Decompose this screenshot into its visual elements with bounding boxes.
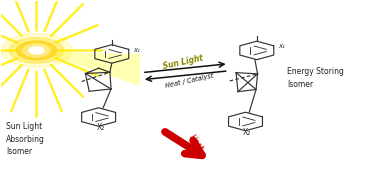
Circle shape	[9, 38, 64, 63]
Text: Energy Storing
Isomer: Energy Storing Isomer	[287, 67, 344, 89]
Text: X₂: X₂	[96, 123, 105, 132]
Text: Heat: Heat	[187, 132, 206, 152]
Circle shape	[23, 44, 50, 57]
Polygon shape	[40, 52, 140, 86]
Text: Heat / Catalyst: Heat / Catalyst	[164, 72, 214, 89]
Text: Sun Light: Sun Light	[163, 54, 204, 71]
Text: x₁: x₁	[133, 47, 140, 53]
Circle shape	[1, 33, 72, 67]
Text: Sun Light
Absorbing
Isomer: Sun Light Absorbing Isomer	[6, 122, 45, 156]
Circle shape	[29, 47, 44, 54]
Text: X₂: X₂	[243, 128, 252, 137]
Circle shape	[17, 41, 56, 60]
Text: x₁: x₁	[278, 43, 285, 49]
